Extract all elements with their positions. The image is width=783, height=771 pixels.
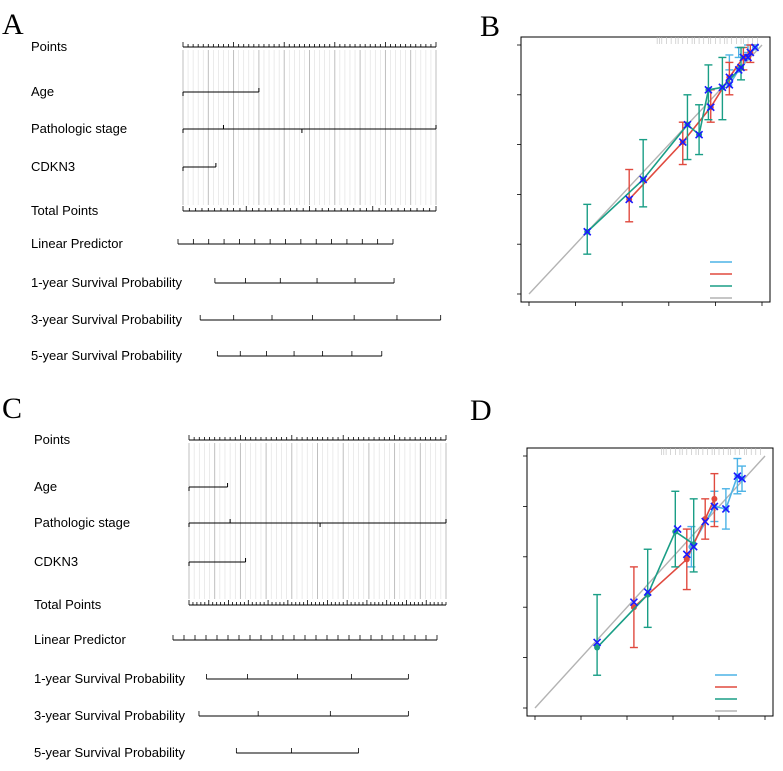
ideal-line — [534, 455, 766, 709]
row-label: 3-year Survival Probability — [31, 312, 183, 327]
x-marker — [706, 103, 715, 112]
x-marker — [739, 53, 748, 62]
calibration-panel-d: D — [470, 394, 774, 720]
row-label: CDKN3 — [34, 554, 78, 569]
data-point — [630, 604, 637, 611]
row-label: Total Points — [31, 203, 99, 218]
panel-letter: A — [2, 8, 24, 41]
row-label: 5-year Survival Probability — [34, 745, 186, 760]
nomogram-panel-a: A Points Age Pathologic stage CDKN3 Total Poi… — [2, 8, 442, 363]
x-marker — [678, 138, 687, 147]
panel-letter: D — [470, 394, 492, 427]
x-marker — [710, 502, 719, 511]
panel-letter: B — [480, 10, 500, 43]
x-marker — [704, 85, 713, 94]
x-marker — [695, 130, 704, 139]
row-label: Pathologic stage — [31, 121, 127, 136]
row-label: 1-year Survival Probability — [34, 671, 186, 686]
x-marker — [583, 227, 592, 236]
row-label: Points — [34, 432, 71, 447]
row-label: Total Points — [34, 597, 102, 612]
x-marker — [689, 542, 698, 551]
row-label: CDKN3 — [31, 159, 75, 174]
x-marker — [639, 175, 648, 184]
row-label: 5-year Survival Probability — [31, 348, 183, 363]
x-marker — [721, 504, 730, 513]
x-marker — [725, 73, 734, 82]
row-label: Age — [31, 84, 54, 99]
x-marker — [746, 48, 755, 57]
x-marker — [683, 120, 692, 129]
row-label: Linear Predictor — [31, 236, 123, 251]
calibration-panel-b: B — [480, 10, 771, 306]
x-marker — [682, 550, 691, 559]
x-marker — [701, 517, 710, 526]
series-line-3-year — [633, 498, 716, 608]
plot-frame — [526, 447, 774, 717]
series-line-1-year — [690, 475, 743, 548]
data-point — [594, 644, 601, 651]
data-point — [683, 556, 690, 563]
panel-letter: C — [2, 392, 22, 425]
x-marker — [736, 63, 746, 72]
x-marker — [643, 588, 652, 597]
data-point — [711, 495, 718, 502]
row-label: Age — [34, 479, 57, 494]
row-label: 3-year Survival Probability — [34, 708, 186, 723]
plot-frame — [520, 36, 771, 303]
nomogram-panel-c: C Points Age Pathologic stage CDKN3 Total Poi… — [2, 392, 447, 760]
row-label: Linear Predictor — [34, 632, 126, 647]
x-marker — [593, 638, 602, 647]
x-marker — [673, 525, 682, 534]
x-marker — [737, 474, 747, 483]
x-marker — [718, 83, 727, 92]
series-line-5-year — [596, 530, 695, 649]
x-marker — [725, 80, 734, 89]
x-marker — [629, 598, 638, 607]
x-marker — [625, 195, 634, 204]
row-label: Pathologic stage — [34, 515, 130, 530]
x-marker — [733, 472, 742, 481]
row-label: 1-year Survival Probability — [31, 275, 183, 290]
row-label: Points — [31, 39, 68, 54]
